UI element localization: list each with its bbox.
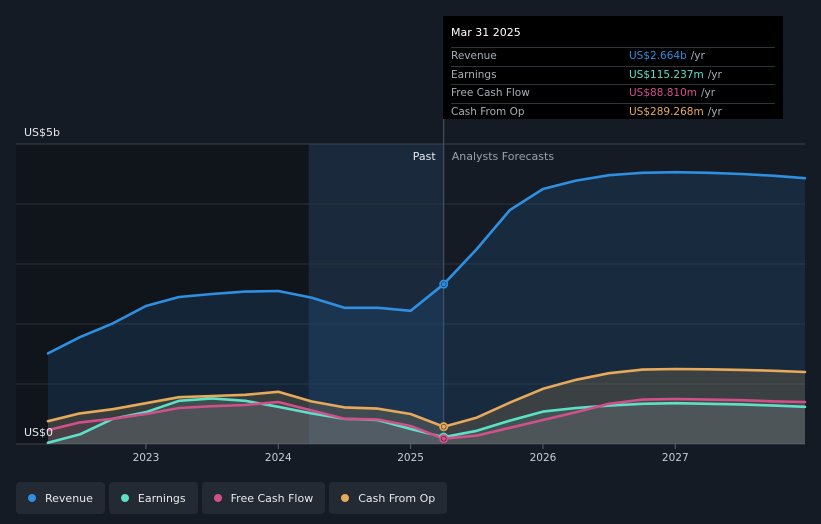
legend-dot-icon [213, 494, 222, 502]
tooltip-row-label: Earnings [451, 68, 497, 81]
tooltip-row: Earnings US$115.237m/yr [451, 65, 775, 85]
legend-item-cash-from-op[interactable]: Cash From Op [329, 482, 448, 514]
legend-dot-icon [28, 494, 36, 502]
legend-item-label: Earnings [137, 491, 186, 505]
tooltip-row-value: US$115.237m [629, 68, 704, 81]
forecast-label: Analysts Forecasts [452, 150, 555, 163]
x-tick-label: 2024 [265, 452, 292, 464]
legend-item-label: Cash From Op [358, 491, 436, 505]
x-tick-label: 2027 [662, 452, 689, 464]
revenue-marker-core [441, 281, 446, 287]
past-label: Past [413, 150, 437, 163]
earnings-area [48, 398, 805, 444]
free-cash-flow-line [46, 397, 807, 440]
highlight-region [308, 144, 444, 444]
x-tick-label: 2025 [397, 452, 424, 464]
cash-from-op-marker-core [441, 424, 446, 429]
legend-item-free-cash-flow[interactable]: Free Cash Flow [201, 482, 326, 514]
legend-item-label: Free Cash Flow [230, 491, 314, 505]
tooltip-row-unit: /yr [690, 50, 705, 62]
revenue-area [48, 172, 805, 444]
free-cash-flow-marker-core [441, 436, 446, 441]
y-axis-bottom-label: US$0 [24, 426, 53, 439]
cash-from-op-line [46, 367, 807, 428]
legend-item-earnings[interactable]: Earnings [108, 482, 198, 514]
tooltip-row-label: Cash From Op [451, 105, 525, 118]
tooltip-row-label: Free Cash Flow [451, 87, 530, 99]
legend-item-label: Revenue [45, 491, 93, 505]
y-axis-top-label: US$5b [24, 126, 60, 139]
legend-dot-icon [341, 494, 350, 502]
revenue-line [46, 170, 807, 355]
tooltip-date: Mar 31 2025 [451, 26, 521, 39]
tooltip-row: Cash From Op US$289.268m/yr [451, 102, 775, 122]
x-tick-label: 2023 [133, 452, 160, 464]
tooltip-row-unit: /yr [701, 87, 716, 99]
tooltip-row-label: Revenue [451, 50, 497, 62]
data-tooltip: Mar 31 2025 Revenue US$2.664b/yr Earnings U… [443, 16, 783, 119]
tooltip-row-unit: /yr [707, 68, 722, 81]
tooltip-row-value: US$289.268m [629, 105, 704, 118]
chart-legend: Revenue Earnings Free Cash Flow Cash From O… [16, 482, 448, 514]
legend-dot-icon [120, 494, 129, 502]
tooltip-row-value: US$2.664b [629, 50, 687, 62]
legend-item-revenue[interactable]: Revenue [16, 482, 105, 514]
tooltip-row: Revenue US$2.664b/yr [451, 47, 775, 66]
tooltip-row-value: US$88.810m [629, 87, 697, 99]
tooltip-row-unit: /yr [707, 105, 722, 118]
tooltip-row: Free Cash Flow US$88.810m/yr [451, 84, 775, 103]
free-cash-flow-area [48, 399, 805, 444]
x-tick-label: 2026 [530, 452, 557, 464]
cash-from-op-area [48, 369, 805, 444]
